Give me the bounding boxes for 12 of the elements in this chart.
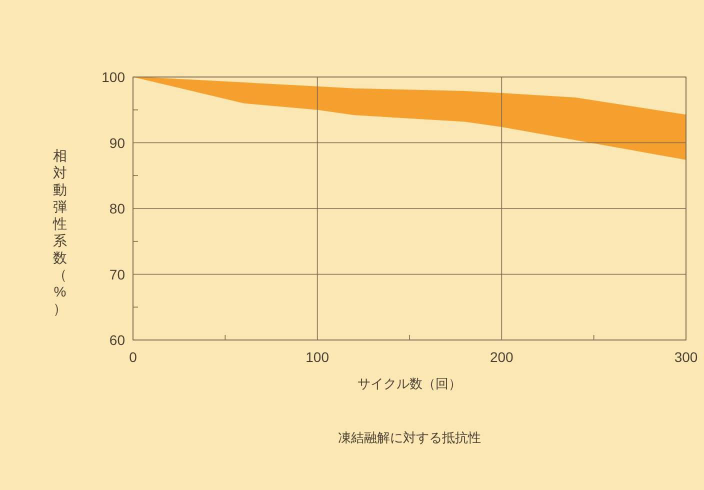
- x-tick-label: 100: [306, 349, 330, 365]
- x-tick-label: 200: [490, 349, 514, 365]
- y-tick-label: 60: [109, 332, 126, 348]
- text: 相対動弾性系数（%）: [53, 148, 67, 316]
- x-tick-label: 0: [129, 349, 138, 365]
- x-axis-title: サイクル数（回）: [358, 376, 462, 391]
- x-tick-label: 300: [674, 349, 698, 365]
- y-tick-label: 90: [109, 134, 126, 151]
- text: 凍結融解に対する抵抗性: [338, 430, 481, 445]
- y-tick-label: 100: [102, 69, 126, 85]
- y-tick-label: 70: [109, 266, 126, 282]
- y-tick-label: 80: [109, 200, 126, 216]
